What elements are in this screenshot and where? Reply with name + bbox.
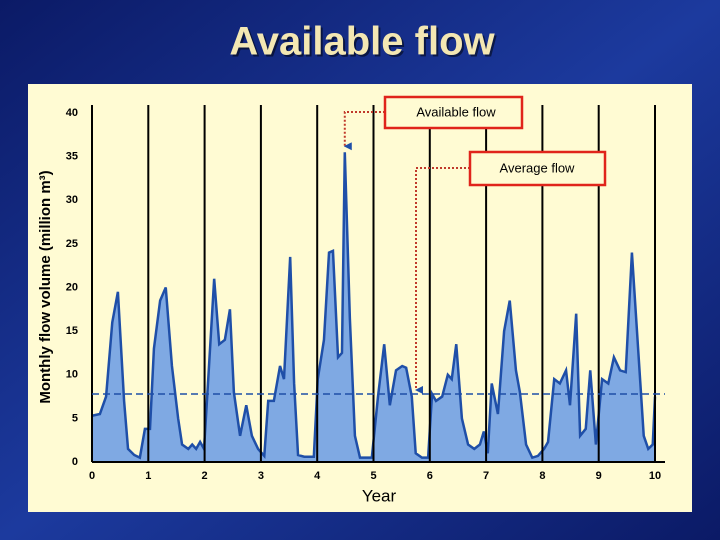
y-tick-label: 25	[66, 238, 78, 250]
x-tick-label: 5	[370, 470, 376, 482]
y-tick-label: 10	[66, 369, 78, 381]
x-tick-label: 7	[483, 470, 489, 482]
x-tick-label: 6	[427, 470, 433, 482]
x-tick-label: 3	[258, 470, 264, 482]
x-tick-label: 9	[596, 470, 602, 482]
annotation-arrow	[415, 167, 470, 394]
x-tick-label: 10	[649, 470, 661, 482]
chart-title: Available flow	[229, 20, 495, 64]
annotation-box	[383, 95, 524, 130]
y-tick-label: 30	[66, 194, 78, 206]
y-tick-label: 15	[66, 325, 78, 337]
x-tick-label: 8	[539, 470, 545, 482]
y-tick-label: 35	[66, 151, 78, 163]
x-tick-label: 4	[314, 470, 321, 482]
y-axis-label: Monthly flow volume (million m³)	[37, 170, 54, 403]
flow-line	[91, 152, 657, 460]
x-tick-label: 2	[202, 470, 208, 482]
y-tick-label: 0	[72, 456, 78, 468]
annotation-label: Average flow	[500, 160, 576, 175]
y-tick-label: 40	[66, 107, 78, 119]
annotation-arrow	[343, 111, 385, 151]
x-tick-label: 1	[145, 470, 151, 482]
x-tick-label: 0	[89, 470, 95, 482]
annotation-box	[468, 150, 607, 187]
annotation-label: Available flow	[416, 104, 496, 119]
y-tick-label: 20	[66, 281, 78, 293]
title-shadow: Available flow	[231, 22, 497, 66]
y-tick-label: 5	[72, 412, 78, 424]
x-axis-label: Year	[362, 486, 397, 505]
